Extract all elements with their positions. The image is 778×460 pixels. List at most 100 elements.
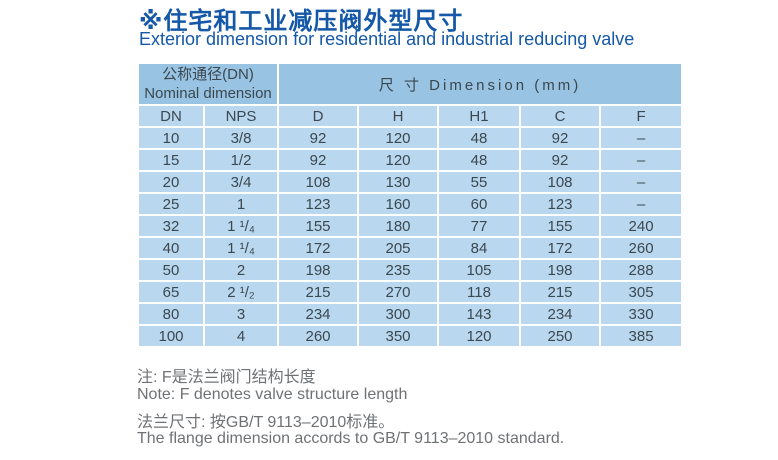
table-cell: 108: [519, 170, 601, 194]
table-cell: 2: [203, 258, 279, 282]
table-cell: 143: [437, 302, 521, 326]
column-header-nps: NPS: [203, 104, 279, 128]
column-header-d: D: [277, 104, 359, 128]
table-cell: 3/4: [203, 170, 279, 194]
table-cell: 215: [519, 280, 601, 304]
table-cell: 330: [598, 302, 684, 326]
table-cell: 300: [357, 302, 439, 326]
table-column-header-row: DN NPS D H H1 C F: [137, 104, 684, 128]
table-cell: 270: [357, 280, 439, 304]
table-row: 25 1 123 160 60 123 –: [137, 192, 684, 216]
table-row: 15 1/2 92 120 48 92 –: [137, 148, 684, 172]
table-cell: –: [598, 148, 684, 172]
column-header-dn: DN: [137, 104, 205, 128]
column-header-h1: H1: [437, 104, 521, 128]
table-cell: 205: [357, 236, 439, 260]
table-cell: 180: [357, 214, 439, 238]
column-header-c: C: [519, 104, 601, 128]
table-cell: 120: [357, 148, 439, 172]
table-cell: 235: [357, 258, 439, 282]
table-cell: 234: [519, 302, 601, 326]
table-cell: 260: [598, 236, 684, 260]
table-cell: 2 ¹/₂: [203, 280, 279, 304]
table-cell: 92: [277, 126, 359, 150]
table-cell: 172: [277, 236, 359, 260]
table-cell: 4: [203, 324, 279, 348]
table-group-header-row: 公称通径(DN) Nominal dimension 尺 寸 Dimension…: [137, 62, 684, 106]
table-cell: 48: [437, 148, 521, 172]
table-cell: 250: [519, 324, 601, 348]
flange-note-en: The flange dimension accords to GB/T 911…: [137, 430, 565, 447]
table-cell: 1 ¹/₄: [203, 236, 279, 260]
table-cell: 118: [437, 280, 521, 304]
table-cell: 288: [598, 258, 684, 282]
table-cell: 105: [437, 258, 521, 282]
table-cell: 305: [598, 280, 684, 304]
table-cell: –: [598, 126, 684, 150]
page-title: ※住宅和工业减压阀外型尺寸: [139, 8, 464, 35]
flange-note-zh: 法兰尺寸: 按GB/T 9113–2010标准。: [137, 414, 395, 431]
nominal-dimension-header: 公称通径(DN) Nominal dimension: [137, 62, 279, 106]
table-cell: 120: [437, 324, 521, 348]
page-subtitle: Exterior dimension for residential and i…: [139, 29, 635, 49]
table-cell: 92: [519, 126, 601, 150]
table-cell: 20: [137, 170, 205, 194]
table-row: 100 4 260 350 120 250 385: [137, 324, 684, 348]
table-row: 80 3 234 300 143 234 330: [137, 302, 684, 326]
table-cell: 84: [437, 236, 521, 260]
table-cell: –: [598, 192, 684, 216]
table-row: 20 3/4 108 130 55 108 –: [137, 170, 684, 194]
table-cell: 155: [519, 214, 601, 238]
table-cell: 160: [357, 192, 439, 216]
table-cell: 92: [277, 148, 359, 172]
table-cell: 1/2: [203, 148, 279, 172]
table-row: 32 1 ¹/₄ 155 180 77 155 240: [137, 214, 684, 238]
table-cell: 55: [437, 170, 521, 194]
note-en: Note: F denotes valve structure length: [137, 386, 408, 403]
table-cell: 77: [437, 214, 521, 238]
table-cell: 3/8: [203, 126, 279, 150]
table-cell: 48: [437, 126, 521, 150]
table-row: 65 2 ¹/₂ 215 270 118 215 305: [137, 280, 684, 304]
table-cell: 130: [357, 170, 439, 194]
table-cell: 1: [203, 192, 279, 216]
table-cell: –: [598, 170, 684, 194]
table-cell: 198: [277, 258, 359, 282]
table-cell: 123: [277, 192, 359, 216]
table-cell: 50: [137, 258, 205, 282]
table-cell: 172: [519, 236, 601, 260]
dimension-mm-header-label: 尺 寸 Dimension (mm): [378, 76, 582, 94]
table-cell: 32: [137, 214, 205, 238]
note-zh: 注: F是法兰阀门结构长度: [137, 369, 316, 386]
nominal-dimension-header-zh: 公称通径(DN): [162, 66, 254, 83]
table-cell: 385: [598, 324, 684, 348]
column-header-f: F: [598, 104, 684, 128]
table-cell: 3: [203, 302, 279, 326]
table-cell: 155: [277, 214, 359, 238]
table-cell: 240: [598, 214, 684, 238]
table-cell: 108: [277, 170, 359, 194]
dimension-table: 公称通径(DN) Nominal dimension 尺 寸 Dimension…: [137, 62, 684, 348]
table-row: 40 1 ¹/₄ 172 205 84 172 260: [137, 236, 684, 260]
table-cell: 350: [357, 324, 439, 348]
table-cell: 65: [137, 280, 205, 304]
table-cell: 1 ¹/₄: [203, 214, 279, 238]
table-cell: 92: [519, 148, 601, 172]
column-header-h: H: [357, 104, 439, 128]
table-cell: 198: [519, 258, 601, 282]
table-cell: 25: [137, 192, 205, 216]
table-cell: 100: [137, 324, 205, 348]
dimension-mm-header: 尺 寸 Dimension (mm): [276, 62, 684, 106]
table-cell: 40: [137, 236, 205, 260]
table-cell: 215: [277, 280, 359, 304]
table-cell: 123: [519, 192, 601, 216]
table-cell: 80: [137, 302, 205, 326]
table-cell: 234: [277, 302, 359, 326]
table-cell: 15: [137, 148, 205, 172]
table-row: 50 2 198 235 105 198 288: [137, 258, 684, 282]
table-cell: 260: [277, 324, 359, 348]
table-cell: 120: [357, 126, 439, 150]
table-row: 10 3/8 92 120 48 92 –: [137, 126, 684, 150]
table-cell: 10: [137, 126, 205, 150]
